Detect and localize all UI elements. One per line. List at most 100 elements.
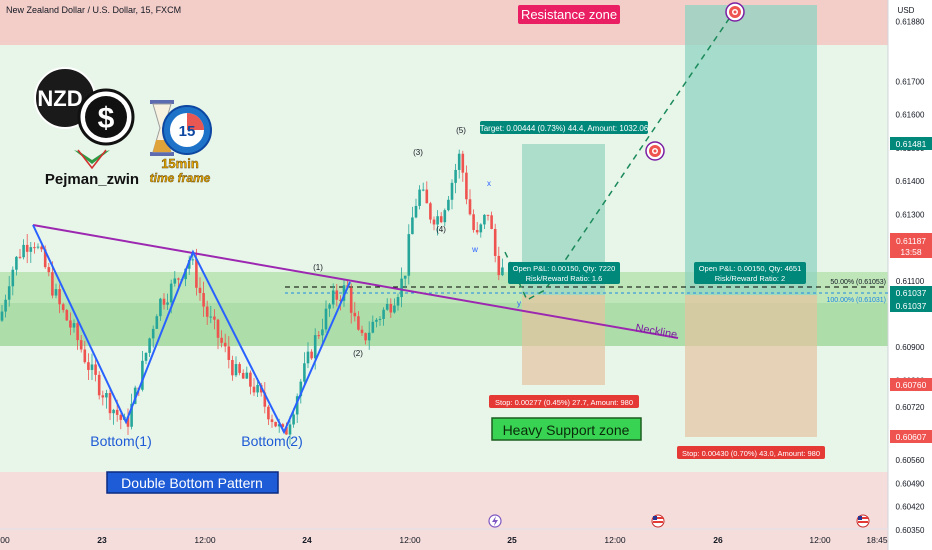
dollar-glyph: $ [98,102,115,135]
candle-body [202,292,205,307]
candle-body [220,337,223,343]
x-tick-label: 12:00 [809,535,831,545]
trade2-stop-box [685,295,817,437]
coin-text: NZD [37,86,82,111]
x-tick-label: 00 [0,535,10,545]
resistance-label-bg [518,5,620,24]
candle-body [421,189,425,191]
author-name: Pejman_zwin [45,171,139,188]
y-tick-label: 0.60350 [896,526,925,535]
wave-label: y [517,299,521,308]
stop1-label-bg [489,395,639,408]
y-tick-label: 0.61100 [896,277,925,286]
candle-body [432,219,436,225]
candle-body [4,299,7,312]
candle-body [385,303,389,310]
y-tick-label: 0.60900 [896,343,925,352]
candle-body [313,335,317,359]
candle-body [43,249,47,268]
candle-body [411,217,414,235]
candle-body [450,182,454,200]
candle-body [36,246,40,248]
candle-body [159,298,162,317]
candle-body [108,393,112,414]
double-bottom-label: Double Bottom Pattern [121,475,263,491]
candle-body [465,172,468,200]
candle-body [241,372,245,379]
bottom2-label: Bottom(2) [241,433,302,449]
clock-number: 15 [179,123,196,140]
x-tick-label: 26 [713,535,723,545]
timeframe-line1: 15min [161,156,199,171]
y-tick-label: 0.60420 [896,503,925,512]
timeframe-line2: time frame [150,171,211,185]
candle-body [51,272,54,296]
price-badge: 0.61481 [896,139,927,149]
candle-body [288,424,292,435]
candle-body [58,289,61,305]
candle-body [479,224,483,233]
candle-body [349,287,353,313]
candle-body [119,414,123,420]
price-badge-bg [890,233,932,258]
x-tick-label: 12:00 [604,535,626,545]
wave-label: (5) [456,126,466,135]
candle-body [61,304,65,310]
candle-body [18,256,22,258]
candle-body [454,169,457,183]
stop2-label: Stop: 0.00430 (0.70%) 43.0, Amount: 980 [682,449,820,458]
candle-body [475,230,479,233]
support-zone-label: Heavy Support zone [503,422,630,438]
candle-body [303,363,306,382]
candle-body [439,216,443,223]
candle-body [400,278,403,298]
candle-body [130,403,133,427]
price-badge-bg [890,378,932,391]
us-flag-event-icon[interactable] [856,514,870,528]
candle-body [249,372,252,387]
y-tick-label: 0.60560 [896,456,925,465]
price-badge-bg [890,299,932,312]
us-flag-event-icon[interactable] [651,514,665,528]
candle-body [317,335,321,337]
candle-body [443,210,447,223]
candle-body [40,246,43,250]
candle-body [331,290,335,305]
candle-body [263,392,267,407]
candle-body [342,285,346,301]
candle-body [285,426,288,435]
candle-body [238,364,241,373]
target-icon [645,141,665,161]
ribbon-tail [77,149,107,170]
candle-body [54,289,58,296]
candle-body [83,349,87,363]
candle-body [429,203,432,220]
candle-body [292,414,295,425]
candle-body [231,359,234,376]
candle-body [223,342,227,347]
candle-body [378,318,382,320]
event-lightning-icon[interactable] [488,514,502,528]
y-tick-label: 0.60720 [896,403,925,412]
candle-body [367,332,371,341]
candle-body [94,364,97,375]
fib-100-label: 100.00% (0.61031) [826,297,886,304]
stop2-label-bg [677,446,825,459]
candle-body [357,316,360,330]
symbol-title: New Zealand Dollar / U.S. Dollar, 15, FX… [6,5,181,15]
x-tick-label: 18:45 [866,535,888,545]
clock-icon: 15 [162,105,212,155]
y-tick-label: 0.61300 [896,210,925,219]
candle-body [364,333,367,341]
position2-rr: Risk/Reward Ratio: 2 [715,274,785,283]
candle-body [306,351,310,364]
candle-body [90,364,94,370]
position1-pnl: Open P&L: 0.00150, Qty: 7220 [513,264,616,273]
candle-body [191,259,195,261]
candle-body [166,302,169,305]
candle-body [213,316,216,320]
position1-label-bg [508,262,620,284]
candle-body [69,320,72,328]
wave-label: w [471,245,478,254]
